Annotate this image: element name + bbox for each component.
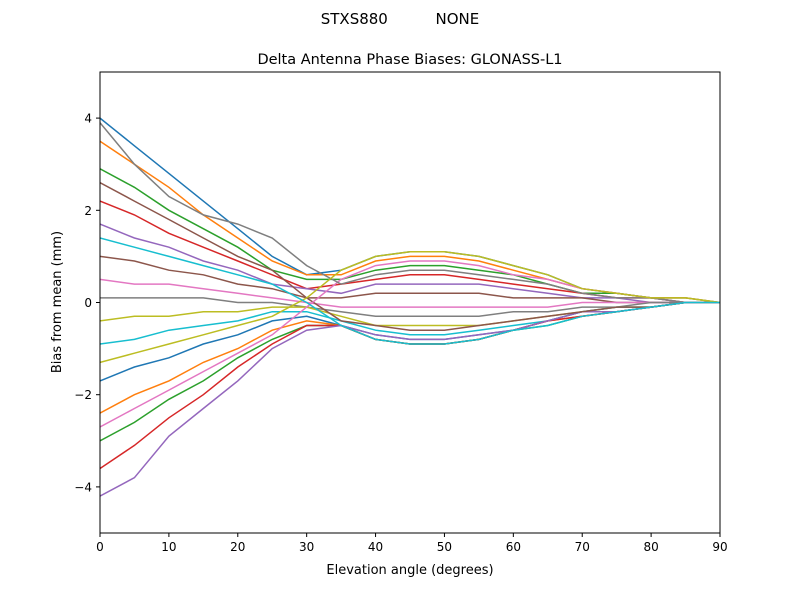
y-tick-label: −2 <box>74 388 92 402</box>
chart-title: Delta Antenna Phase Biases: GLONASS-L1 <box>257 52 562 68</box>
series-line-18 <box>100 122 720 304</box>
y-axis: −4 −2 0 2 4 <box>74 112 100 494</box>
x-axis-label: Elevation angle (degrees) <box>326 563 493 578</box>
series-line-13 <box>100 301 720 442</box>
x-tick-label: 20 <box>230 540 245 554</box>
y-tick-label: 4 <box>84 112 92 126</box>
series-line-11 <box>100 301 720 382</box>
x-tick-label: 40 <box>368 540 383 554</box>
x-tick-label: 70 <box>575 540 590 554</box>
suptitle: STXS880 NONE <box>321 10 480 28</box>
y-tick-label: −4 <box>74 480 92 494</box>
x-tick-label: 90 <box>712 540 727 554</box>
y-axis-label: Bias from mean (mm) <box>50 231 65 373</box>
series-line-20 <box>100 237 720 345</box>
x-tick-label: 80 <box>643 540 658 554</box>
series-line-7 <box>100 278 720 308</box>
series-line-15 <box>100 301 720 497</box>
series-line-2 <box>100 140 720 304</box>
series-line-12 <box>100 301 720 414</box>
x-tick-label: 30 <box>299 540 314 554</box>
x-axis: 0 10 20 30 40 50 60 70 80 90 <box>96 533 728 554</box>
x-tick-label: 50 <box>437 540 452 554</box>
series-line-3 <box>100 168 720 304</box>
y-tick-label: 0 <box>84 296 92 310</box>
series-lines <box>100 117 720 497</box>
series-line-19 <box>100 251 720 364</box>
x-tick-label: 60 <box>506 540 521 554</box>
series-line-16 <box>100 181 720 331</box>
x-tick-label: 10 <box>161 540 176 554</box>
x-tick-label: 0 <box>96 540 104 554</box>
y-tick-label: 2 <box>84 204 92 218</box>
